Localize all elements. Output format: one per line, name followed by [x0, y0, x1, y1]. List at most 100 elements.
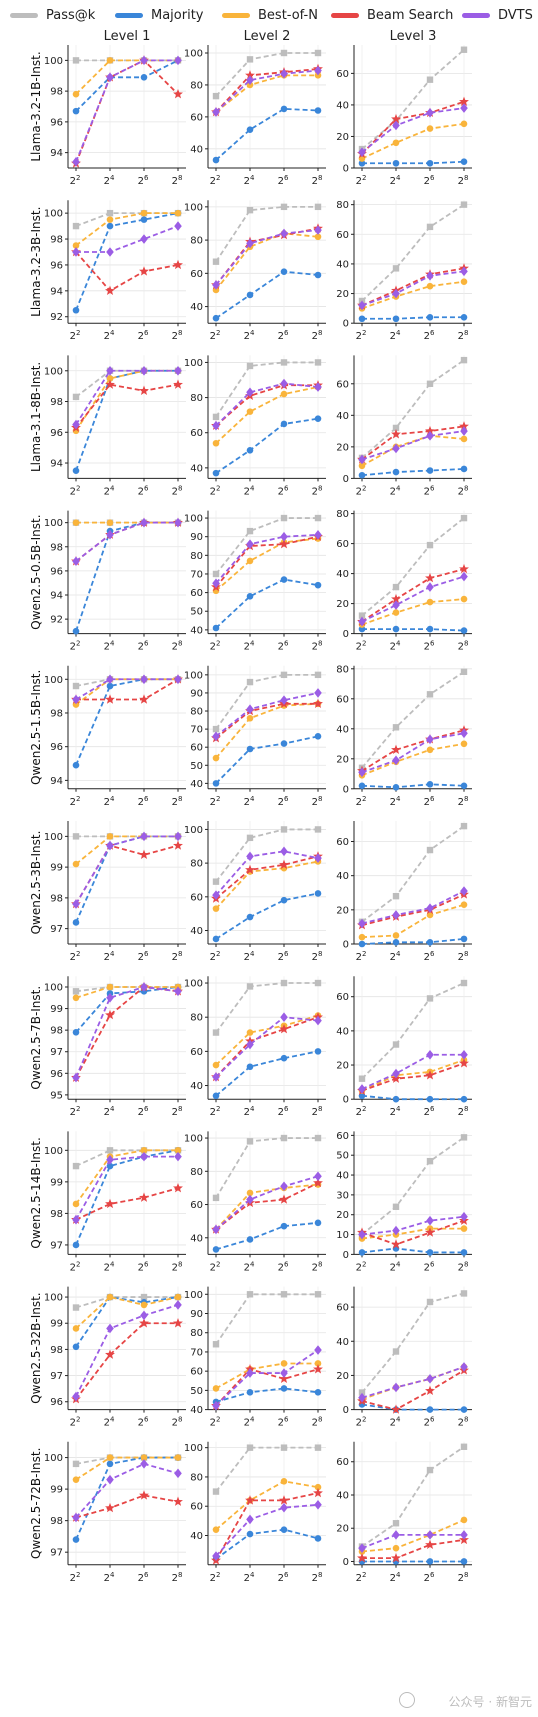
y-tick-label: 20: [336, 905, 349, 916]
series-dvts: [212, 1171, 322, 1235]
series-line-beam-search: [215, 702, 318, 739]
x-tick-label: 26: [278, 1260, 289, 1273]
y-tick-label: 99: [50, 1004, 63, 1015]
panel-llama-3-2-1b-inst-level-2: 40 60 80 100 22 24 26 28: [184, 45, 326, 187]
series-majority: [212, 1048, 322, 1100]
x-tick-label: 26: [138, 1260, 149, 1273]
y-tick-label: 98: [50, 1345, 63, 1356]
series-pass-k: [358, 1134, 468, 1238]
series-line-dvts: [215, 1349, 319, 1407]
y-tick-label: 80: [336, 664, 349, 675]
legend-item-beam-search: Beam Search: [331, 6, 453, 24]
series-line-dvts: [215, 850, 319, 896]
data-point-dvts: [358, 147, 366, 158]
series-line-beam-search: [361, 1369, 465, 1411]
series-line-pass-k: [361, 517, 465, 617]
legend-label: DVTS: [498, 7, 533, 23]
data-point-majority: [280, 1526, 288, 1533]
series-pass-k: [212, 671, 322, 733]
data-point-dvts: [106, 529, 114, 540]
data-point-beam-search: [173, 840, 183, 850]
data-point-majority: [246, 446, 254, 454]
y-tick-label: 20: [336, 1210, 349, 1221]
data-point-majority: [246, 913, 254, 921]
data-point-beam-search: [279, 1495, 289, 1505]
x-tick-label: 28: [312, 1260, 323, 1273]
data-point-majority: [280, 740, 288, 747]
data-point-majority: [106, 682, 114, 690]
series-majority: [212, 1219, 322, 1253]
y-tick-label: 95: [50, 1090, 63, 1101]
x-tick-label: 24: [244, 640, 255, 653]
x-tick-label: 28: [312, 795, 323, 808]
series-line-best-of-n: [75, 835, 178, 865]
x-tick-label: 22: [210, 1260, 221, 1273]
series-best-of-n: [212, 535, 322, 595]
data-point-dvts: [140, 1151, 148, 1162]
data-point-dvts: [212, 578, 220, 589]
x-tick-label: 26: [424, 484, 435, 497]
data-point-majority: [314, 271, 322, 279]
x-tick-label: 26: [138, 174, 149, 187]
x-tick-label: 24: [244, 1260, 255, 1273]
data-point-dvts: [358, 767, 366, 778]
data-point-best-of-n: [246, 1029, 254, 1036]
series-line-best-of-n: [75, 678, 178, 706]
series-line-dvts: [215, 229, 319, 286]
data-point-beam-search: [391, 1239, 401, 1249]
data-point-majority: [314, 890, 322, 897]
x-tick-label: 26: [138, 329, 149, 342]
y-tick-label: 40: [336, 100, 349, 111]
series-line-pass-k: [361, 671, 465, 769]
series-dvts: [72, 517, 182, 567]
data-point-beam-search: [105, 285, 115, 296]
series-line-best-of-n: [361, 598, 465, 626]
series-line-best-of-n: [75, 1296, 179, 1330]
data-point-pass-k: [212, 1341, 220, 1348]
series-line-beam-search: [215, 384, 318, 427]
series-line-pass-k: [361, 1292, 465, 1394]
y-tick-label: 60: [190, 1367, 203, 1378]
series-pass-k: [212, 826, 322, 885]
data-point-pass-k: [280, 203, 288, 211]
y-tick-label: 0: [343, 629, 349, 640]
x-tick-label: 24: [104, 1260, 115, 1273]
data-point-majority: [72, 627, 80, 635]
data-point-majority: [212, 1092, 220, 1100]
series-line-pass-k: [215, 828, 318, 883]
data-point-majority: [72, 1241, 80, 1249]
data-point-pass-k: [280, 671, 288, 679]
data-point-pass-k: [314, 49, 322, 57]
data-point-best-of-n: [106, 983, 114, 991]
series-line-best-of-n: [215, 860, 319, 910]
data-point-best-of-n: [314, 1483, 322, 1491]
x-tick-label: 28: [312, 640, 323, 653]
y-tick-label: 20: [336, 1371, 349, 1382]
data-point-beam-search: [105, 1009, 115, 1020]
series-line-majority: [215, 270, 319, 319]
y-tick-label: 100: [44, 982, 63, 993]
x-tick-label: 24: [390, 1260, 401, 1273]
panel-qwen2-5-7b-inst-level-2: 40 60 80 100 22 24 26 28: [184, 976, 326, 1118]
data-point-best-of-n: [246, 1189, 254, 1197]
y-tick-label: 10: [336, 1230, 349, 1241]
data-point-dvts: [314, 853, 322, 863]
series-line-best-of-n: [215, 232, 319, 291]
y-tick-label: 92: [50, 615, 63, 626]
panel-qwen2-5-7b-inst-level-3: 0 20 40 60 22 24 26 28: [336, 976, 472, 1118]
y-tick-label: 98: [50, 1209, 63, 1220]
legend-item-dvts: DVTS: [462, 6, 533, 24]
x-tick-label: 22: [70, 329, 81, 342]
y-tick-label: 20: [336, 132, 349, 143]
x-tick-label: 22: [210, 640, 221, 653]
series-line-dvts: [215, 692, 319, 738]
x-tick-label: 22: [210, 1571, 221, 1584]
y-tick-label: 98: [50, 893, 63, 904]
x-tick-label: 26: [424, 640, 435, 653]
data-point-dvts: [280, 846, 288, 857]
data-point-majority: [72, 467, 80, 475]
series-line-best-of-n: [75, 986, 178, 999]
x-tick-label: 28: [172, 329, 183, 342]
x-tick-label: 28: [458, 174, 469, 187]
series-line-beam-search: [361, 1219, 465, 1246]
